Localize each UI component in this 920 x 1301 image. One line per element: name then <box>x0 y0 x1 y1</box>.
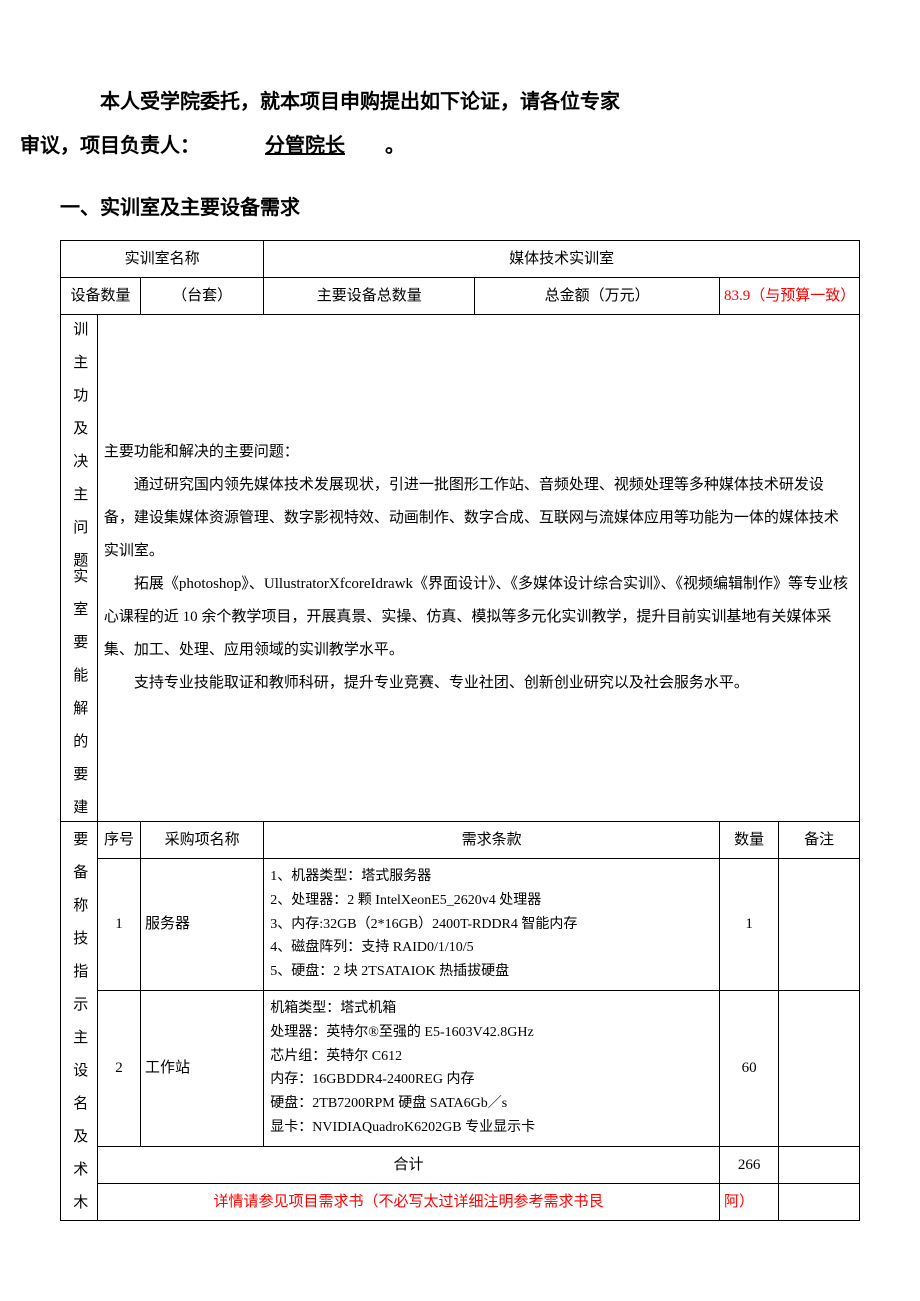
spec-line: 内存：16GBDDR4-2400REG 内存 <box>270 1068 713 1092</box>
spec-line: 芯片组：英特尔 C612 <box>270 1045 713 1069</box>
equip-name: 服务器 <box>141 859 264 991</box>
equip-side-label: 要 备 称 技 指 示 主 设 名 及 术 木 <box>61 822 98 1221</box>
total-qty: 266 <box>720 1146 779 1183</box>
equip-spec: 机箱类型：塔式机箱 处理器：英特尔®至强的 E5-1603V42.8GHz 芯片… <box>264 990 720 1146</box>
labname-value: 媒体技术实训室 <box>264 241 860 278</box>
spec-line: 2、处理器：2 颗 IntelXeonE5_2620v4 处理器 <box>270 889 713 913</box>
total-label: 合计 <box>97 1146 719 1183</box>
spec-line: 硬盘：2TB7200RPM 硬盘 SATA6Gb／s <box>270 1092 713 1116</box>
spec-line: 处理器：英特尔®至强的 E5-1603V42.8GHz <box>270 1021 713 1045</box>
purpose-side-label: 训 主 功 及 决 主 问 题实 室 要 能 解 的 要 建 <box>61 315 98 822</box>
footnote-empty <box>779 1183 860 1220</box>
spec-line: 机箱类型：塔式机箱 <box>270 997 713 1021</box>
equip-header-spec: 需求条款 <box>264 822 720 859</box>
intro-line2-suffix: 。 <box>385 135 405 157</box>
purpose-heading: 主要功能和解决的主要问题： <box>104 436 853 469</box>
table-row-labname: 实训室名称 媒体技术实训室 <box>61 241 860 278</box>
equip-header-remark: 备注 <box>779 822 860 859</box>
table-row-footnote: 详情请参见项目需求书（不必写太过详细注明参考需求书艮 阿） <box>61 1183 860 1220</box>
equip-qty: 60 <box>720 990 779 1146</box>
total-remark <box>779 1146 860 1183</box>
spec-line: 3、内存:32GB（2*16GB）2400T-RDDR4 智能内存 <box>270 913 713 937</box>
table-row-purpose: 训 主 功 及 决 主 问 题实 室 要 能 解 的 要 建 主要功能和解决的主… <box>61 315 860 822</box>
table-row-equip-1: 1 服务器 1、机器类型：塔式服务器 2、处理器：2 颗 IntelXeonE5… <box>61 859 860 991</box>
equip-seq: 1 <box>97 859 140 991</box>
intro-paragraph: 本人受学院委托，就本项目申购提出如下论证，请各位专家 审议，项目负责人： 分管院… <box>60 80 860 168</box>
spec-line: 1、机器类型：塔式服务器 <box>270 865 713 889</box>
purpose-p1: 通过研究国内领先媒体技术发展现状，引进一批图形工作站、音频处理、视频处理等多种媒… <box>104 469 853 568</box>
equip-remark <box>779 859 860 991</box>
total-amount-value: 83.9（与预算一致） <box>720 278 860 315</box>
labname-label: 实训室名称 <box>61 241 264 278</box>
footnote-left: 详情请参见项目需求书（不必写太过详细注明参考需求书艮 <box>97 1183 719 1220</box>
intro-line1: 本人受学院委托，就本项目申购提出如下论证，请各位专家 <box>100 91 620 113</box>
spec-line: 5、硬盘：2 块 2TSATAIOK 热插拔硬盘 <box>270 960 713 984</box>
equip-spec: 1、机器类型：塔式服务器 2、处理器：2 颗 IntelXeonE5_2620v… <box>264 859 720 991</box>
equip-header-seq: 序号 <box>97 822 140 859</box>
total-amount-label: 总金额（万元） <box>475 278 720 315</box>
section-heading: 一、实训室及主要设备需求 <box>60 192 860 224</box>
footnote-right: 阿） <box>720 1183 779 1220</box>
equip-seq: 2 <box>97 990 140 1146</box>
intro-line2-prefix: 审议，项目负责人： <box>20 135 200 157</box>
main-device-qty: 主要设备总数量 <box>264 278 475 315</box>
equip-remark <box>779 990 860 1146</box>
device-count-label: 设备数量 <box>61 278 141 315</box>
equip-header-name: 采购项名称 <box>141 822 264 859</box>
purpose-p2: 拓展《photoshop》、UllustratorXfcoreIdrawk《界面… <box>104 568 853 667</box>
table-row-equip-2: 2 工作站 机箱类型：塔式机箱 处理器：英特尔®至强的 E5-1603V42.8… <box>61 990 860 1146</box>
spec-line: 显卡：NVIDIAQuadroK6202GB 专业显示卡 <box>270 1116 713 1140</box>
spec-line: 4、磁盘阵列：支持 RAID0/1/10/5 <box>270 936 713 960</box>
equip-qty: 1 <box>720 859 779 991</box>
equip-name: 工作站 <box>141 990 264 1146</box>
table-row-equip-header: 要 备 称 技 指 示 主 设 名 及 术 木 序号 采购项名称 需求条款 数量… <box>61 822 860 859</box>
equip-header-qty: 数量 <box>720 822 779 859</box>
principal-name: 分管院长 <box>225 124 345 168</box>
table-row-total: 合计 266 <box>61 1146 860 1183</box>
device-count-unit: （台套） <box>141 278 264 315</box>
purpose-description: 主要功能和解决的主要问题： 通过研究国内领先媒体技术发展现状，引进一批图形工作站… <box>97 315 859 822</box>
table-row-counts: 设备数量 （台套） 主要设备总数量 总金额（万元） 83.9（与预算一致） <box>61 278 860 315</box>
purpose-p3: 支持专业技能取证和教师科研，提升专业竞赛、专业社团、创新创业研究以及社会服务水平… <box>104 667 853 700</box>
requirements-table: 实训室名称 媒体技术实训室 设备数量 （台套） 主要设备总数量 总金额（万元） … <box>60 240 860 1221</box>
